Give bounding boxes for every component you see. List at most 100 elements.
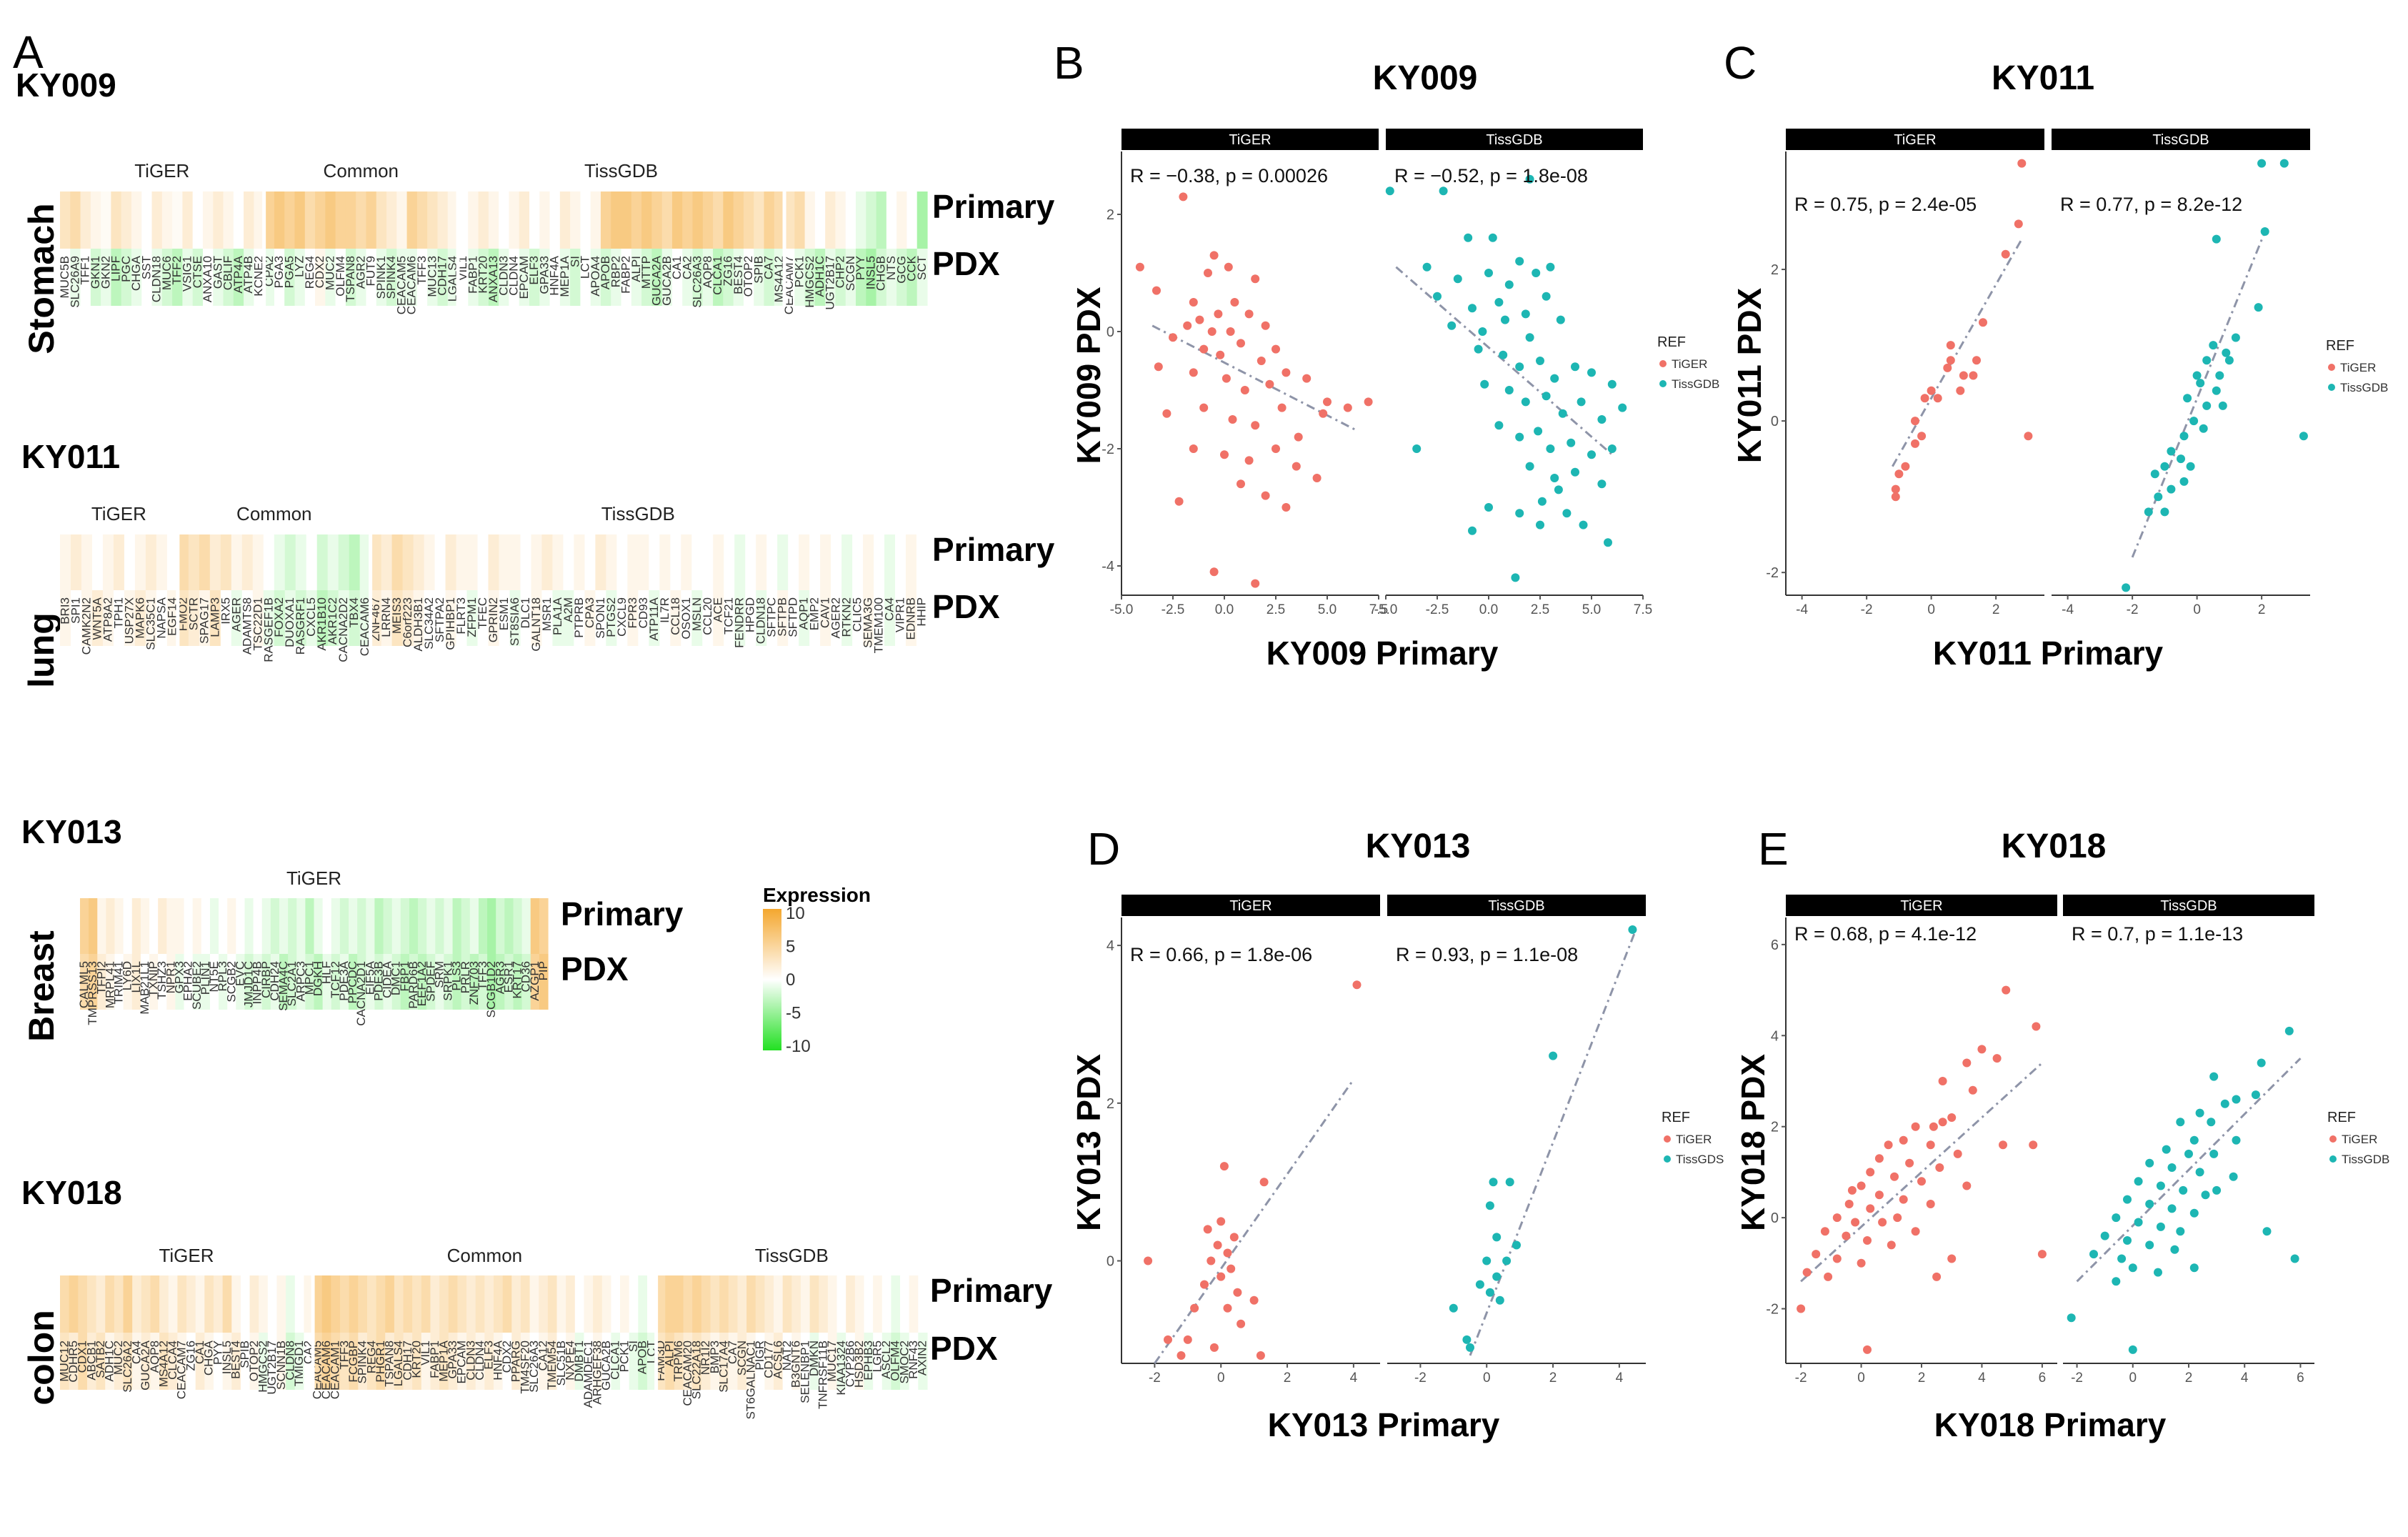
heatmap-cell-primary [201, 898, 211, 954]
scatter-point [1302, 374, 1312, 383]
heatmap-cell-pdx [261, 954, 271, 1010]
heatmap-cell-primary [649, 534, 660, 590]
gene-label: CLIC5 [851, 597, 864, 632]
heatmap-cell-pdx [123, 954, 133, 1010]
facet-strip [1786, 895, 2057, 916]
ref-legend-swatch [1664, 1135, 1671, 1143]
heatmap-cell-pdx [172, 249, 183, 306]
scatter-point [1240, 386, 1249, 394]
scatter-point [1244, 309, 1254, 319]
heatmap-cell-primary [909, 1275, 919, 1333]
scatter-point [2199, 424, 2208, 433]
facet-tissgdb: TissGDB -5.0 -2.5 0.0 2.5 5.0 7.5 R = −0.52, p … [1374, 129, 1652, 617]
gene-label: TFF3 [476, 961, 489, 990]
heatmap-cell-pdx [539, 249, 551, 306]
heatmap-cell-pdx [444, 954, 454, 1010]
heatmap-cell-primary [580, 191, 591, 249]
heatmap-cell-primary [627, 534, 639, 590]
gene-label: MUC12 [57, 1340, 71, 1382]
facet-strip-label: TiGER [1229, 898, 1272, 914]
heatmap-cell-primary [78, 1275, 88, 1333]
heatmap-cell-pdx [595, 590, 606, 646]
gene-label: CEACAM5 [395, 256, 409, 314]
x-tick-label: 2.5 [1531, 602, 1549, 617]
heatmap-cell-pdx [670, 590, 681, 646]
gene-label: PGC [119, 256, 133, 282]
gene-label: INSL5 [220, 1340, 234, 1374]
gene-label: ANXA13 [486, 256, 500, 302]
gene-label: SLC35C1 [144, 597, 157, 650]
heatmap-cell-pdx [409, 954, 419, 1010]
heatmap-cell-primary [800, 1275, 811, 1333]
gene-label: SPAG17 [197, 597, 211, 644]
y-tick-label: 0 [1771, 414, 1779, 429]
heatmap-cell-pdx [276, 1333, 286, 1390]
heatmap-cell-pdx [264, 249, 275, 306]
heatmap-cell-primary [366, 191, 377, 249]
scatter-point [2189, 1208, 2199, 1218]
heatmap-cell-primary [488, 534, 500, 590]
scatter-point [1492, 1233, 1502, 1242]
regression-line [1800, 1062, 2043, 1283]
heatmap-cell-primary [106, 898, 116, 954]
heatmap-cell-pdx [713, 590, 724, 646]
gene-label: CA12 [536, 1340, 550, 1371]
scatter-point [2167, 484, 2176, 494]
scatter-point [1237, 479, 1245, 489]
scatter-point [2231, 333, 2240, 342]
heatmap-cell-primary [452, 898, 462, 954]
heatmap-cell-primary [531, 534, 543, 590]
gene-label: FABP2 [619, 256, 633, 294]
scatter-point [1207, 1256, 1216, 1265]
scatter-point [1433, 292, 1442, 301]
heatmap-cell-primary [236, 898, 246, 954]
gene-label: CACNA2D2 [336, 597, 350, 662]
gene-label: KIAA1324 [834, 1340, 848, 1396]
heatmap-cell-primary [213, 1275, 224, 1333]
scatter-point [1562, 509, 1572, 518]
gene-label: HMGCS2 [803, 256, 816, 308]
heatmap-cell-pdx [466, 1333, 476, 1390]
heatmap-cell-pdx [710, 1333, 720, 1390]
heatmap-sample-title: KY013 [21, 813, 122, 850]
gene-label: EIF5A [363, 960, 376, 995]
heatmap-cell-primary [409, 898, 419, 954]
heatmap-cell-primary [345, 191, 356, 249]
heatmap-cell-pdx [764, 1333, 774, 1390]
heatmap-cell-pdx [794, 249, 806, 306]
gene-label: PTPRB [572, 597, 586, 638]
facet-strip [1386, 129, 1643, 150]
scatter-point [1501, 315, 1509, 324]
heatmap-cell-primary [313, 1275, 323, 1333]
heatmap-cell-pdx [220, 590, 232, 646]
scatter-point [1217, 1272, 1226, 1281]
heatmap-cell-pdx [159, 1333, 169, 1390]
y-tick-label: 2 [1106, 1096, 1114, 1112]
heatmap-cell-pdx [102, 590, 114, 646]
gene-label: CHP2 [834, 256, 847, 288]
heatmap-cell-primary [338, 534, 350, 590]
x-tick-label: 7.5 [1369, 602, 1388, 617]
gene-label: CHGB [874, 256, 888, 291]
gene-label: BMP3 [708, 1340, 721, 1373]
gene-label: CBLIF [221, 256, 235, 290]
gene-label: MUC17 [825, 1340, 839, 1382]
heatmap-cell-primary [511, 1275, 521, 1333]
scatter-point [1468, 526, 1477, 535]
scatter-point [1183, 1335, 1192, 1344]
gene-label: CA2 [680, 256, 694, 279]
gene-label: AGER2 [829, 597, 843, 639]
heatmap-cell-primary [288, 898, 297, 954]
scatter-point [1169, 333, 1177, 342]
heatmap-cell-pdx [734, 590, 746, 646]
scatter-point [2260, 227, 2269, 236]
gene-label: TRIM41 [112, 961, 126, 1004]
gene-label: SPIB [238, 1340, 251, 1368]
heatmap-cell-pdx [728, 1333, 739, 1390]
heatmap-cell-primary [487, 898, 496, 954]
gene-label: TNFRSF11B [816, 1340, 830, 1409]
scatter-point [2189, 1263, 2199, 1273]
heatmap-cell-pdx [349, 1333, 359, 1390]
scatter-point [1277, 403, 1287, 412]
heatmap-cell-primary [177, 1275, 187, 1333]
